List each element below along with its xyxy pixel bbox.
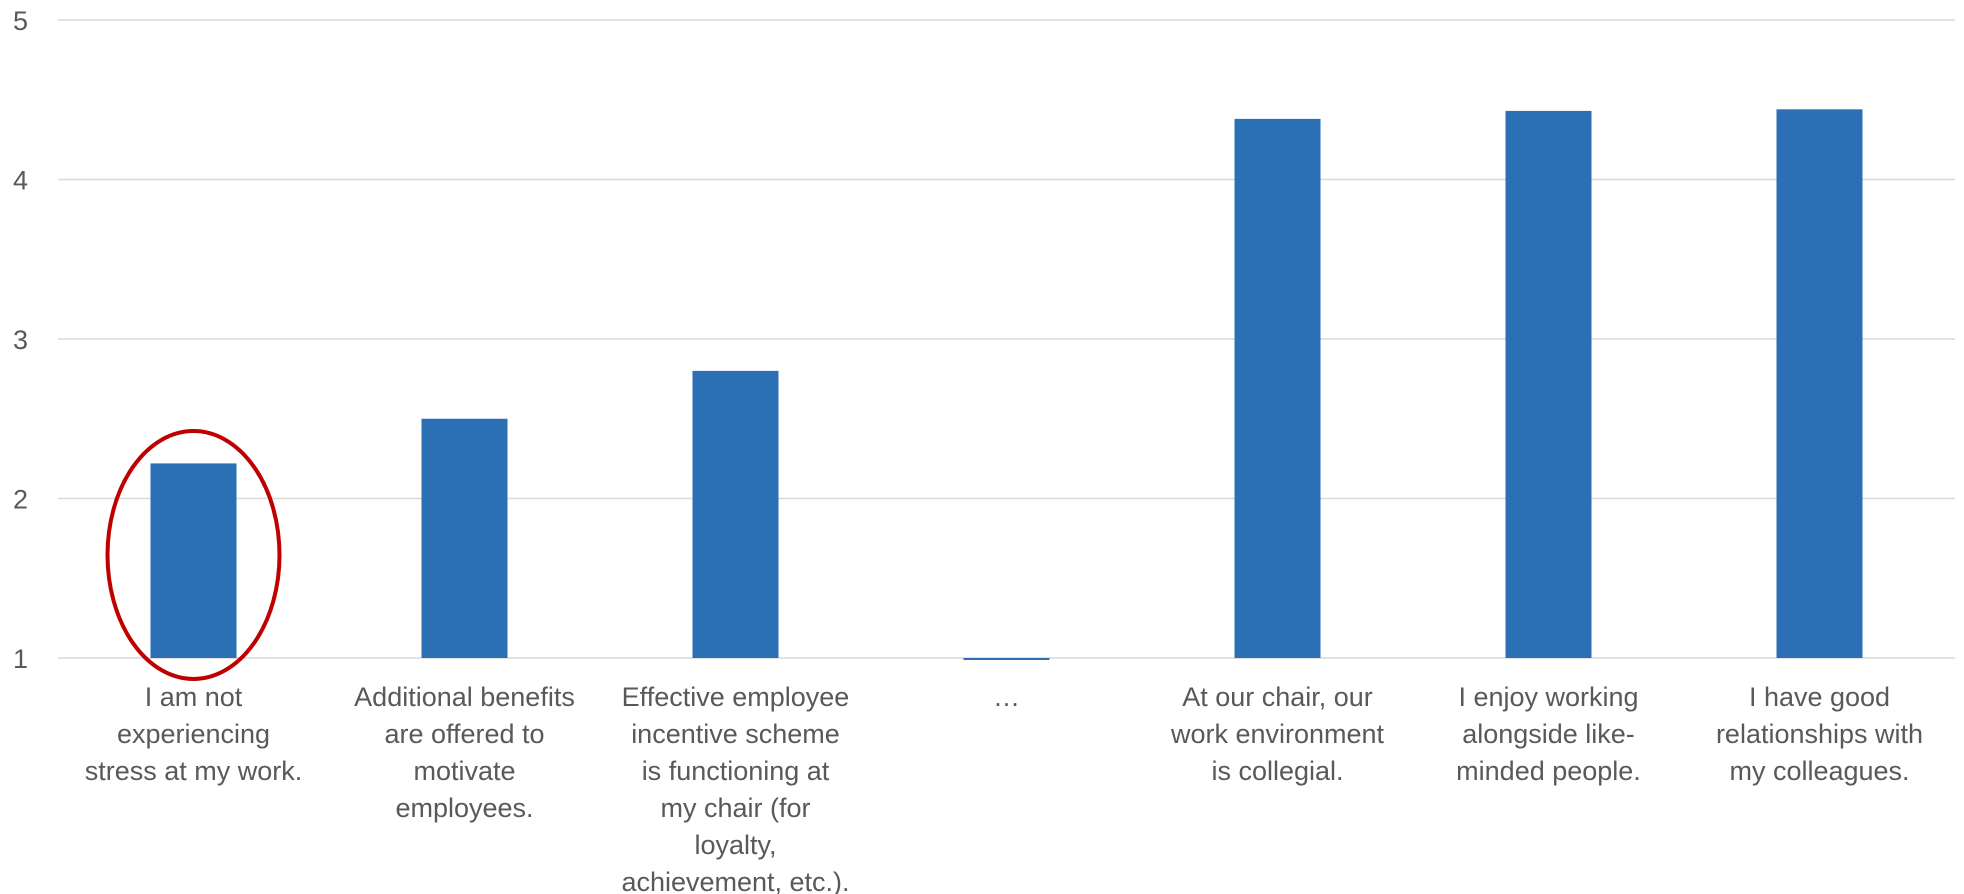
x-category-label: At our chair, our work environment is coll… bbox=[1170, 682, 1385, 786]
x-category-label-line: loyalty, bbox=[694, 830, 776, 860]
x-category-label-line: relationships with bbox=[1716, 719, 1923, 749]
x-category-label: Effective employee incentive scheme is fun… bbox=[621, 682, 849, 894]
bar-2 bbox=[692, 370, 779, 658]
x-category-label-line: At our chair, our bbox=[1182, 682, 1373, 712]
x-category-label: I enjoy working alongside like-minded peo… bbox=[1456, 682, 1641, 786]
x-category-label: I am not experiencing stress at my work. bbox=[85, 682, 303, 786]
x-category-label-line: experiencing bbox=[117, 719, 270, 749]
x-category-label-line: I enjoy working bbox=[1458, 682, 1638, 712]
x-category-label-line: are offered to bbox=[384, 719, 544, 749]
x-category-label-line: alongside like- bbox=[1462, 719, 1635, 749]
x-category-label-line: my chair (for bbox=[660, 793, 810, 823]
gridlines bbox=[58, 19, 1955, 659]
x-category-label-line: achievement, etc.). bbox=[621, 867, 849, 894]
y-tick-label: 3 bbox=[13, 325, 28, 355]
x-category-label-line: Effective employee bbox=[622, 682, 850, 712]
x-category-label-line: minded people. bbox=[1456, 756, 1641, 786]
x-axis-category-labels: I am not experiencing stress at my work. Ad… bbox=[85, 682, 1923, 894]
bar-4 bbox=[1234, 118, 1321, 658]
bar-5 bbox=[1505, 110, 1592, 659]
annotations bbox=[105, 429, 282, 681]
x-category-label-line: employees. bbox=[395, 793, 533, 823]
y-tick-label: 1 bbox=[13, 644, 28, 674]
bar-3 bbox=[963, 658, 1050, 660]
highlight-ellipse bbox=[105, 429, 282, 681]
x-category-label: … bbox=[993, 682, 1020, 712]
bar-6 bbox=[1776, 109, 1863, 658]
y-tick-label: 5 bbox=[13, 6, 28, 36]
x-category-label-line: I have good bbox=[1749, 682, 1890, 712]
bar-0 bbox=[150, 463, 237, 658]
x-category-label-line: incentive scheme bbox=[631, 719, 840, 749]
bar-1 bbox=[421, 418, 508, 658]
x-category-label-line: Additional benefits bbox=[354, 682, 575, 712]
x-category-label-line: is collegial. bbox=[1211, 756, 1343, 786]
bars bbox=[150, 109, 1863, 660]
x-category-label-line: I am not bbox=[145, 682, 243, 712]
y-tick-label: 2 bbox=[13, 485, 28, 515]
x-category-label-line: … bbox=[993, 682, 1020, 712]
x-category-label-line: motivate bbox=[413, 756, 515, 786]
x-category-label-line: stress at my work. bbox=[85, 756, 303, 786]
x-category-label: I have good relationships with my colleagu… bbox=[1716, 682, 1923, 786]
x-category-label: Additional benefits are offered to motivat… bbox=[354, 682, 575, 823]
x-category-label-line: is functioning at bbox=[642, 756, 830, 786]
x-category-label-line: my colleagues. bbox=[1729, 756, 1909, 786]
y-tick-label: 4 bbox=[13, 166, 28, 196]
y-axis-tick-labels: 1 2 3 4 5 bbox=[13, 6, 28, 674]
x-category-label-line: work environment bbox=[1170, 719, 1385, 749]
